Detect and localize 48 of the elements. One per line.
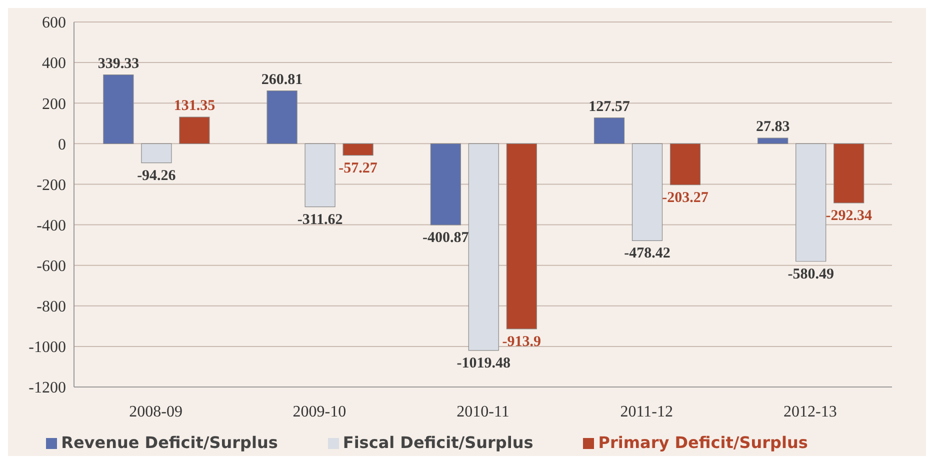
data-label: -203.27 (662, 190, 709, 206)
bar (179, 116, 210, 144)
y-tick-label: -1000 (28, 339, 66, 356)
bar (103, 74, 134, 144)
y-tick-label: 600 (42, 14, 66, 32)
y-tick-label: -200 (36, 176, 66, 194)
bar (304, 143, 336, 208)
legend-label: Fiscal Deficit/Surplus (342, 433, 534, 452)
data-label: 27.83 (756, 119, 790, 136)
data-label: -580.49 (788, 266, 834, 282)
data-label: 260.81 (261, 72, 303, 88)
y-tick-label: 200 (42, 96, 66, 113)
bar (266, 90, 298, 144)
bar (670, 143, 701, 186)
y-tick-label: -400 (36, 217, 66, 234)
data-label: 339.33 (98, 56, 140, 72)
bar (796, 143, 826, 262)
data-label: -1019.48 (456, 355, 511, 372)
data-label: -94.26 (137, 168, 176, 184)
x-tick-label: 2012-13 (784, 403, 837, 420)
bar (430, 143, 461, 226)
y-tick-label: 400 (42, 55, 66, 72)
data-label: -57.27 (338, 160, 378, 176)
bar (506, 143, 537, 330)
data-label: -292.34 (826, 208, 872, 224)
x-tick-label: 2008-09 (129, 403, 182, 420)
data-label: 127.57 (588, 98, 630, 115)
y-tick-label: -800 (36, 298, 66, 316)
y-tick-label: 0 (58, 136, 66, 154)
data-label: -311.62 (297, 212, 343, 228)
data-label: 131.35 (174, 98, 216, 114)
bar (141, 143, 172, 164)
bar (594, 118, 625, 144)
x-tick-label: 2011-12 (620, 403, 673, 420)
y-tick-label: -600 (36, 258, 66, 276)
y-tick-label: -1200 (28, 380, 66, 397)
bar (468, 143, 499, 351)
data-label: -913.9 (502, 334, 542, 350)
data-label: -478.42 (624, 246, 670, 262)
bar (758, 138, 788, 144)
legend-label: Revenue Deficit/Surplus (61, 433, 278, 452)
bar (632, 143, 663, 241)
legend-label: Primary Deficit/Surplus (598, 433, 808, 452)
bar (342, 143, 374, 156)
x-tick-label: 2010-11 (456, 403, 510, 420)
bar (834, 143, 864, 204)
data-label: -400.87 (422, 230, 470, 246)
x-tick-label: 2009-10 (292, 403, 346, 420)
